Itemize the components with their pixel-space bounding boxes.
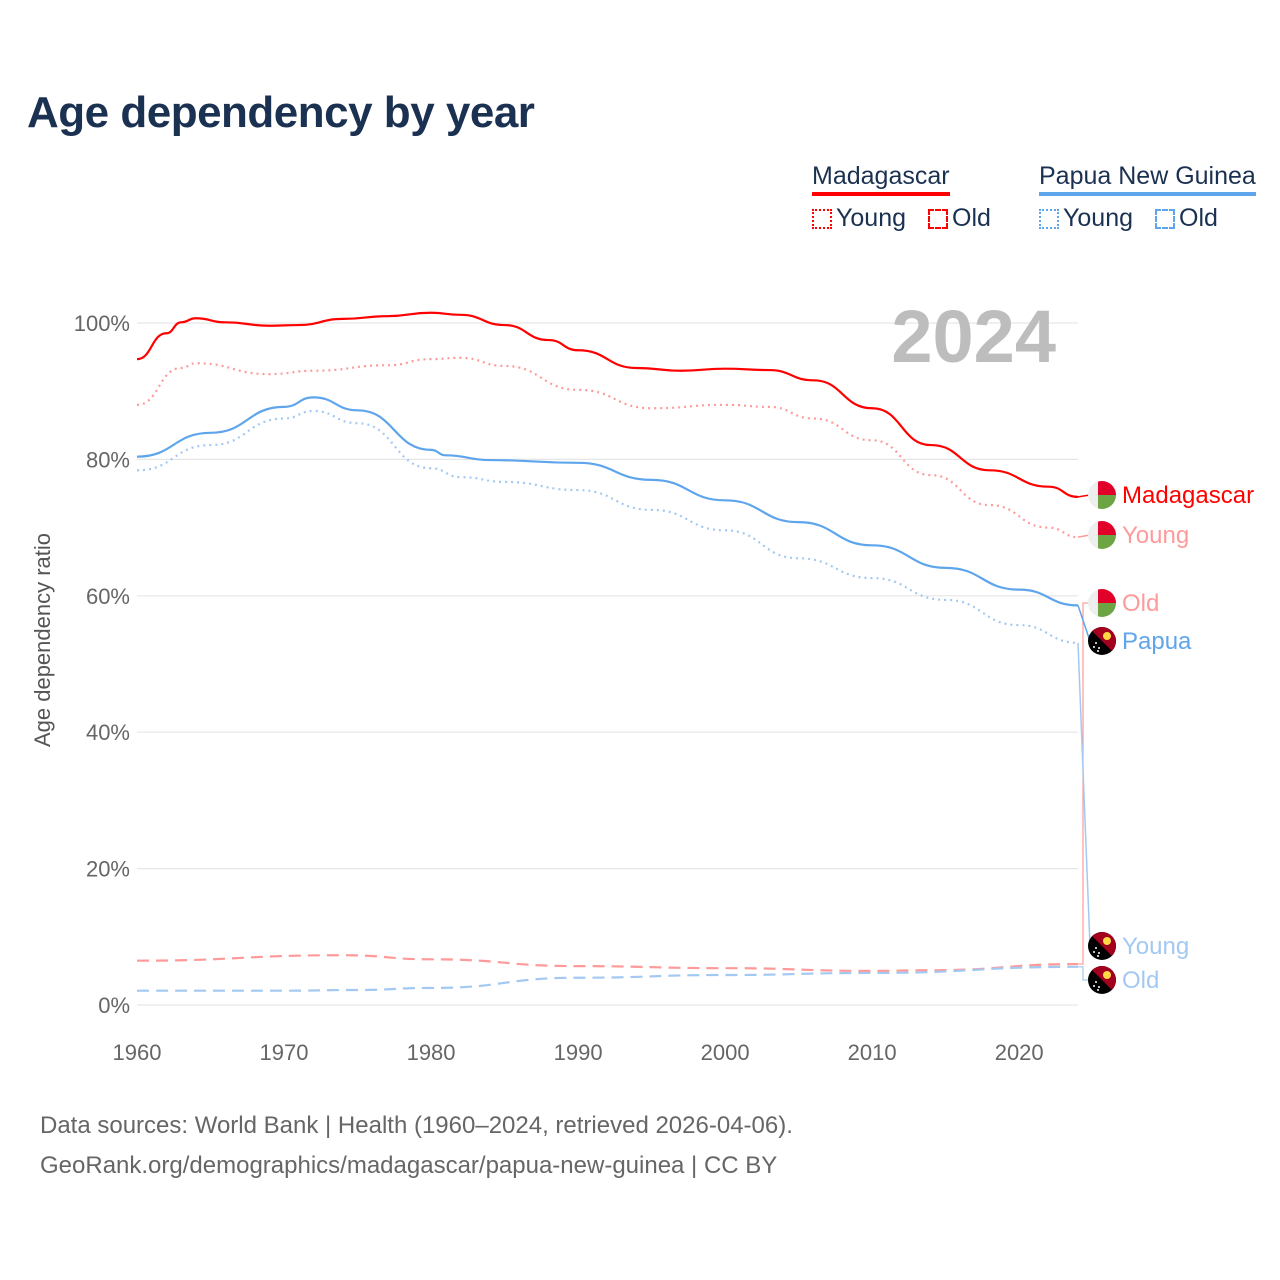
series-line-madagascar-old bbox=[136, 954, 1079, 973]
y-tick-label: 80% bbox=[86, 447, 130, 472]
legend-country-png[interactable]: Papua New Guinea bbox=[1039, 162, 1256, 196]
end-label-0: Madagascar bbox=[1077, 481, 1254, 509]
legend-item-young[interactable]: Young bbox=[812, 204, 906, 233]
papua-new-guinea-flag-icon bbox=[1088, 627, 1116, 655]
end-label-text: Young bbox=[1122, 933, 1189, 960]
end-label-3: Papua bbox=[1077, 605, 1192, 655]
legend-madagascar: Madagascar Young Old bbox=[812, 162, 1005, 233]
series-line-madagascar bbox=[136, 311, 1079, 499]
connector bbox=[1077, 605, 1091, 642]
dotted-swatch-icon bbox=[1039, 208, 1059, 229]
series-line-madagascar-young bbox=[136, 356, 1079, 539]
x-tick-label: 2010 bbox=[848, 1040, 897, 1065]
legend-label: Young bbox=[1063, 204, 1133, 232]
madagascar-flag-icon bbox=[1088, 521, 1116, 549]
year-label: 2024 bbox=[891, 295, 1056, 378]
madagascar-flag-icon bbox=[1088, 589, 1116, 617]
end-label-text: Young bbox=[1122, 522, 1189, 549]
x-tick-label: 1960 bbox=[113, 1040, 162, 1065]
series-line-papua-new-guinea-old bbox=[137, 965, 1079, 992]
y-tick-label: 20% bbox=[86, 857, 130, 882]
source-link[interactable]: GeoRank.org/demographics/madagascar/papu… bbox=[40, 1152, 778, 1179]
dotted-swatch-icon bbox=[812, 208, 832, 229]
series-line-papua-new-guinea-young bbox=[136, 409, 1079, 644]
end-label-2: Old bbox=[1078, 589, 1159, 965]
x-tick-label: 1990 bbox=[554, 1040, 603, 1065]
dashed-swatch-icon bbox=[928, 208, 948, 229]
data-source: Data sources: World Bank | Health (1960–… bbox=[40, 1112, 793, 1139]
end-label-1: Young bbox=[1077, 521, 1189, 549]
end-label-text: Papua bbox=[1122, 628, 1192, 655]
legend-item-young[interactable]: Young bbox=[1039, 204, 1133, 233]
connector bbox=[1078, 966, 1090, 981]
legend-item-old[interactable]: Old bbox=[928, 204, 991, 233]
end-label-text: Madagascar bbox=[1122, 482, 1254, 509]
end-label-4: Young bbox=[1077, 642, 1189, 960]
y-axis-label: Age dependency ratio bbox=[30, 533, 55, 747]
legend-item-old[interactable]: Old bbox=[1155, 204, 1218, 233]
line-chart: 0% 20% 40% 60% 80% 100% 1960 1970 1980 1990 2000 20… bbox=[30, 295, 1254, 1065]
connector bbox=[1077, 534, 1091, 538]
y-tick-label: 40% bbox=[86, 720, 130, 745]
papua-new-guinea-flag-icon bbox=[1088, 932, 1116, 960]
legend-label: Young bbox=[836, 204, 906, 232]
legend-label: Old bbox=[1179, 204, 1218, 232]
connector bbox=[1077, 642, 1091, 947]
y-tick-label: 0% bbox=[98, 993, 130, 1018]
y-tick-label: 60% bbox=[86, 584, 130, 609]
x-tick-label: 1970 bbox=[260, 1040, 309, 1065]
legend-papua-new-guinea: Papua New Guinea Young Old bbox=[1039, 162, 1256, 233]
x-tick-label: 2020 bbox=[995, 1040, 1044, 1065]
y-tick-label: 100% bbox=[74, 311, 130, 336]
footer: Data sources: World Bank | Health (1960–… bbox=[40, 1106, 793, 1186]
series-line-papua-new-guinea bbox=[136, 396, 1079, 607]
end-label-5: Old bbox=[1078, 966, 1159, 994]
legend-label: Old bbox=[952, 204, 991, 232]
papua-new-guinea-flag-icon bbox=[1088, 966, 1116, 994]
end-label-text: Old bbox=[1122, 590, 1159, 617]
madagascar-flag-icon bbox=[1088, 481, 1116, 509]
chart-title: Age dependency by year bbox=[27, 88, 535, 137]
dashed-swatch-icon bbox=[1155, 208, 1175, 229]
end-label-text: Old bbox=[1122, 967, 1159, 994]
x-tick-label: 1980 bbox=[407, 1040, 456, 1065]
legend-country-madagascar[interactable]: Madagascar bbox=[812, 162, 950, 196]
connector bbox=[1077, 494, 1091, 498]
x-tick-label: 2000 bbox=[701, 1040, 750, 1065]
